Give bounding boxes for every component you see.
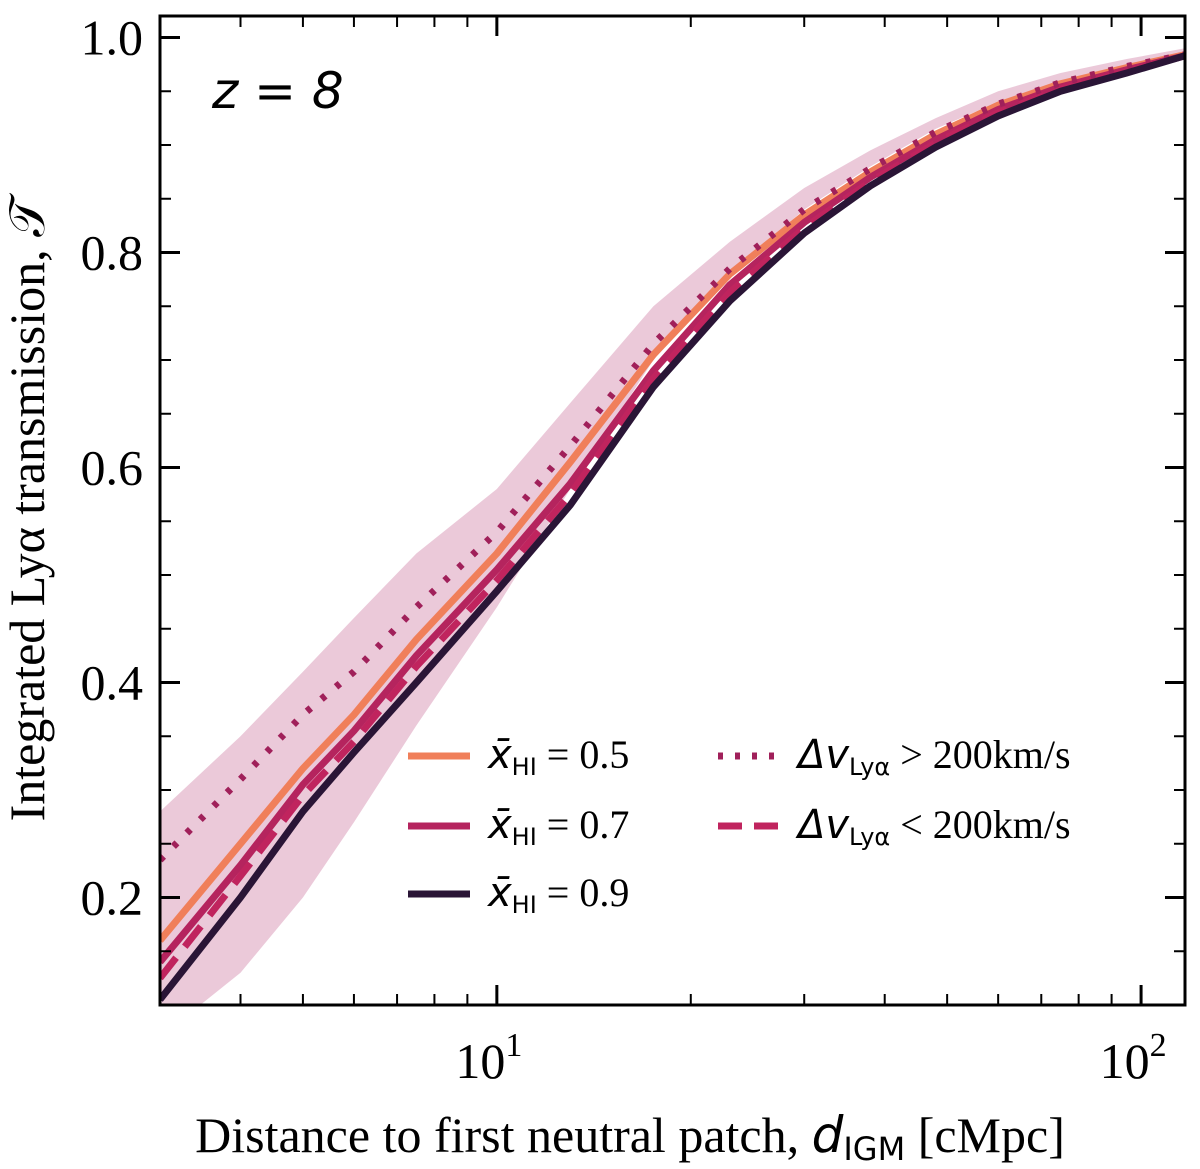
- x-axis-label-subscript: IGM: [843, 1130, 905, 1168]
- y-tick-label-0: 0.2: [81, 870, 144, 926]
- y-tick-label-4: 1.0: [81, 10, 144, 66]
- legend-label-2: x̄HI = 0.9: [486, 870, 629, 919]
- x-tick-label-1: 102: [1100, 1027, 1167, 1089]
- legend-label-0: x̄HI = 0.5: [486, 732, 629, 781]
- x-tick-label-0: 101: [455, 1027, 522, 1089]
- x-axis-label-prefix: Distance to first neutral patch,: [195, 1107, 811, 1163]
- plot-frame: [158, 14, 1187, 1007]
- series-layer: [160, 51, 1185, 1002]
- scatter-band-layer: [160, 48, 1185, 1005]
- ticks-layer: 101 102 0.2 0.4 0.6 0.8 1.0: [81, 10, 1185, 1089]
- x-axis-label-suffix: [cMpc]: [905, 1107, 1065, 1163]
- legend-label-3: ΔvLyα > 200km/s: [795, 732, 1071, 781]
- y-tick-label-3: 0.8: [81, 225, 144, 281]
- legend-label-1: x̄HI = 0.7: [486, 802, 629, 851]
- legend: x̄HI = 0.5 x̄HI = 0.7 x̄HI = 0.9 ΔvLyα > 20…: [408, 732, 1071, 919]
- redshift-annotation: z = 8: [211, 62, 344, 120]
- legend-label-4: ΔvLyα < 200km/s: [795, 802, 1071, 851]
- y-tick-label-2: 0.6: [81, 440, 144, 496]
- x-axis-label: Distance to first neutral patch, dIGM [c…: [195, 1106, 1065, 1168]
- scatter-band: [160, 48, 1185, 1005]
- y-axis-label: Integrated Lyα transmission, 𝒯: [0, 192, 55, 821]
- x-axis-label-symbol: d: [812, 1106, 844, 1164]
- y-tick-label-1: 0.4: [81, 655, 144, 711]
- series-line-2: [160, 52, 1185, 1002]
- series-line-0: [160, 51, 1185, 943]
